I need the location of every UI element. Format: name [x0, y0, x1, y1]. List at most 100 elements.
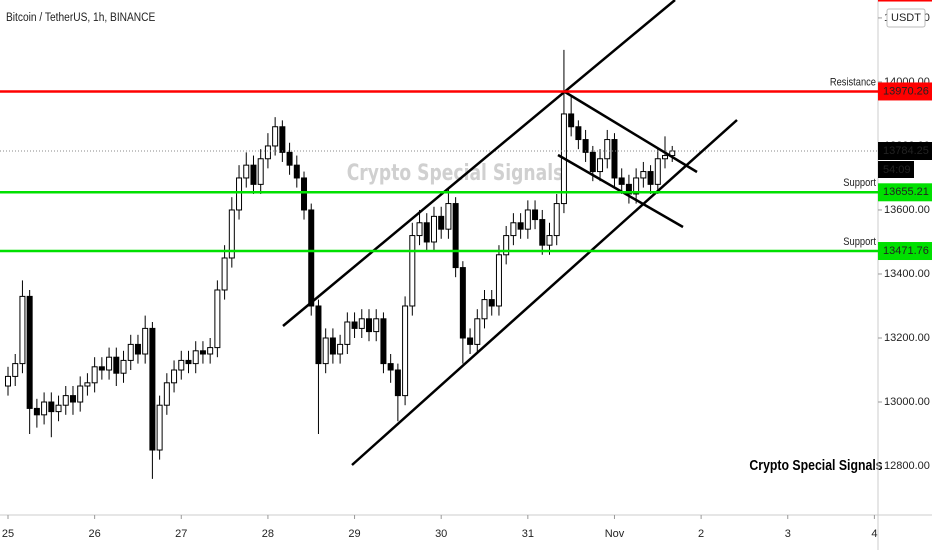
candle-body	[510, 222, 517, 237]
candle-body	[488, 299, 495, 307]
candle-body	[250, 164, 257, 185]
level-name: Resistance	[830, 77, 876, 89]
candle-body	[207, 347, 214, 355]
candle-body	[662, 155, 669, 160]
candle-body	[445, 203, 452, 230]
x-tick-label: 26	[89, 528, 101, 540]
countdown-label: 54:09	[883, 164, 911, 176]
signature: Crypto Special Signals	[749, 457, 882, 473]
candle-body	[272, 126, 279, 147]
candle-body	[33, 407, 40, 416]
x-tick-label: 29	[348, 528, 360, 540]
top-price-tag	[878, 0, 932, 2]
x-tick-label: 25	[2, 528, 14, 540]
candle-body	[257, 158, 264, 185]
candle-body	[163, 382, 170, 406]
level-name: Support	[843, 236, 876, 248]
candle-body	[589, 151, 596, 173]
candle-body	[524, 209, 531, 230]
y-tick-label: 13600.00	[884, 204, 930, 216]
candle-body	[221, 257, 228, 291]
candle-body	[214, 289, 221, 349]
candle-body	[19, 295, 26, 365]
channel-upper	[282, 0, 676, 327]
candle-body	[438, 215, 445, 230]
candle-body	[611, 139, 618, 179]
candle-body	[113, 356, 120, 374]
candle-body	[26, 295, 33, 409]
level-tag	[878, 242, 932, 261]
candle-body	[156, 404, 163, 451]
candle-body	[279, 126, 286, 153]
x-tick-label: 27	[175, 528, 187, 540]
candle-body	[474, 318, 481, 345]
candle-body	[351, 321, 358, 329]
candle-body	[495, 254, 502, 307]
chart-title: Bitcoin / TetherUS, 1h, BINANCE	[6, 11, 155, 24]
candle-body	[149, 327, 156, 451]
candle-body	[286, 151, 293, 166]
currency-label: USDT	[891, 12, 921, 24]
current-price-tag	[878, 141, 932, 160]
candle-body	[582, 139, 589, 153]
level-tag-label: 13655.21	[883, 186, 929, 198]
candle-body	[199, 350, 206, 355]
channel-lower	[351, 119, 738, 466]
candle-body	[62, 395, 69, 406]
x-tick-label: 2	[698, 528, 704, 540]
candle-body	[597, 158, 604, 173]
candle-body	[358, 318, 365, 329]
y-tick-label: 12800.00	[884, 460, 930, 472]
candle-body	[618, 177, 625, 185]
candle-body	[69, 395, 76, 403]
candle-body	[171, 369, 178, 384]
candle-body	[553, 203, 560, 237]
candle-body	[640, 171, 647, 179]
candle-body	[402, 305, 409, 397]
candle-body	[264, 145, 271, 160]
candle-body	[430, 215, 437, 243]
candle-body	[55, 404, 62, 413]
level-tag-label: 13970.26	[883, 85, 929, 97]
candle-body	[452, 203, 459, 269]
x-tick-label: 30	[435, 528, 447, 540]
x-tick-label: 28	[262, 528, 274, 540]
candle-body	[142, 327, 149, 355]
candle-body	[77, 385, 84, 403]
candle-body	[98, 366, 105, 371]
candle-body	[409, 235, 416, 307]
current-price-label: 13784.25	[883, 145, 929, 157]
candle-body	[228, 209, 235, 259]
candle-body	[41, 401, 48, 416]
candle-body	[308, 209, 315, 307]
candle-body	[625, 183, 632, 195]
candle-body	[394, 369, 401, 397]
candle-body	[532, 209, 539, 221]
candle-body	[467, 337, 474, 345]
candle-body	[243, 164, 250, 179]
candle-body	[568, 113, 575, 128]
x-tick-label: 31	[522, 528, 534, 540]
countdown-tag	[878, 160, 914, 178]
y-tick-label: 13200.00	[884, 332, 930, 344]
level-tag-label: 13471.76	[883, 245, 929, 257]
candle-body	[12, 363, 19, 377]
candle-body	[178, 359, 185, 371]
candle-body	[185, 359, 192, 365]
candle-body	[192, 350, 199, 365]
candle-body	[127, 343, 134, 361]
candle-body	[503, 235, 510, 256]
candle-body	[546, 235, 553, 246]
candle-body	[387, 363, 394, 371]
y-tick-label: 13400.00	[884, 268, 930, 280]
candle-body	[236, 177, 243, 211]
candle-body	[315, 305, 322, 365]
candle-body	[539, 219, 546, 246]
y-tick-label: 13000.00	[884, 396, 930, 408]
candle-body	[647, 171, 654, 185]
candle-body	[48, 401, 55, 413]
level-tag	[878, 183, 932, 202]
candle-body	[481, 299, 488, 320]
candle-body	[633, 177, 640, 195]
